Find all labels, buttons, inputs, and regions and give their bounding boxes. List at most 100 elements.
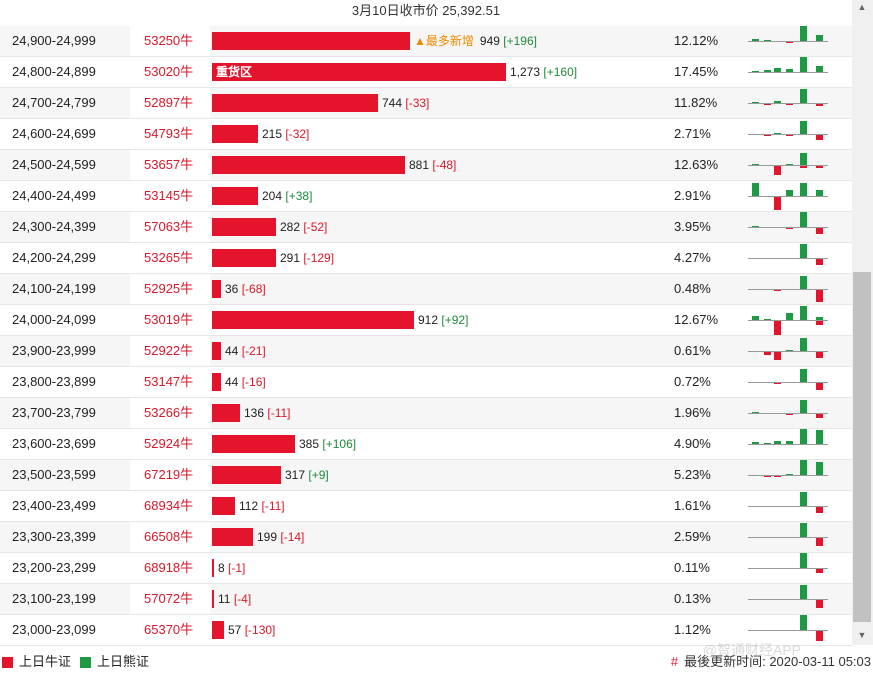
trend-sparkline bbox=[748, 119, 830, 149]
cbbc-code[interactable]: 52925牛 bbox=[130, 274, 210, 304]
amount-text: 912 [+92] bbox=[418, 305, 468, 335]
sparkline-bar bbox=[800, 212, 807, 227]
sparkline-bar bbox=[774, 101, 781, 103]
sparkline-bar bbox=[816, 66, 823, 72]
table-row[interactable]: 24,400-24,499 53145牛 204 [+38] 2.91% bbox=[0, 181, 852, 212]
cbbc-code[interactable]: 66508牛 bbox=[130, 522, 210, 552]
sparkline-bar bbox=[752, 442, 759, 444]
amount-change: [-48] bbox=[432, 158, 457, 172]
price-range: 23,600-23,699 bbox=[12, 436, 96, 451]
table-row[interactable]: 24,300-24,399 57063牛 282 [-52] 3.95% bbox=[0, 212, 852, 243]
table-row[interactable]: 23,200-23,299 68918牛 8 [-1] 0.11% bbox=[0, 553, 852, 584]
cbbc-code[interactable]: 52924牛 bbox=[130, 429, 210, 459]
vertical-scrollbar[interactable]: ▲ ▼ bbox=[852, 0, 873, 645]
table-row[interactable]: 23,500-23,599 67219牛 317 [+9] 5.23% bbox=[0, 460, 852, 491]
cbbc-code[interactable]: 53657牛 bbox=[130, 150, 210, 180]
scroll-down-icon[interactable]: ▼ bbox=[857, 630, 867, 640]
sparkline-bar bbox=[786, 69, 793, 72]
volume-bar bbox=[212, 94, 378, 112]
amount-change: [-129] bbox=[303, 251, 335, 265]
percentage: 4.90% bbox=[674, 436, 711, 451]
table-row[interactable]: 24,200-24,299 53265牛 291 [-129] 4.27% bbox=[0, 243, 852, 274]
cbbc-code[interactable]: 68934牛 bbox=[130, 491, 210, 521]
sparkline-bar bbox=[816, 228, 823, 234]
table-row[interactable]: 23,600-23,699 52924牛 385 [+106] 4.90% bbox=[0, 429, 852, 460]
volume-bar: 重货区 bbox=[212, 63, 506, 81]
sparkline-bar bbox=[816, 104, 823, 106]
volume-bar bbox=[212, 125, 258, 143]
amount-value: 112 bbox=[239, 499, 259, 513]
table-row[interactable]: 24,600-24,699 54793牛 215 [-32] 2.71% bbox=[0, 119, 852, 150]
cbbc-code[interactable]: 54793牛 bbox=[130, 119, 210, 149]
sparkline-bar bbox=[800, 492, 807, 506]
sparkline-bar bbox=[786, 135, 793, 136]
amount-text: 317 [+9] bbox=[285, 460, 329, 490]
cbbc-code[interactable]: 53019牛 bbox=[130, 305, 210, 335]
volume-bar bbox=[212, 404, 240, 422]
cbbc-code[interactable]: 57063牛 bbox=[130, 212, 210, 242]
table-row[interactable]: 24,700-24,799 52897牛 744 [-33] 11.82% bbox=[0, 88, 852, 119]
cbbc-code[interactable]: 57072牛 bbox=[130, 584, 210, 614]
sparkline-bar bbox=[752, 164, 759, 165]
cbbc-code[interactable]: 52897牛 bbox=[130, 88, 210, 118]
cbbc-code[interactable]: 53250牛 bbox=[130, 26, 210, 56]
percentage: 12.12% bbox=[674, 33, 719, 48]
amount-change: [-21] bbox=[241, 344, 266, 358]
cbbc-code[interactable]: 68918牛 bbox=[130, 553, 210, 583]
amount-text: 881 [-48] bbox=[409, 150, 456, 180]
scroll-up-icon[interactable]: ▲ bbox=[857, 2, 867, 12]
table-row[interactable]: 23,100-23,199 57072牛 11 [-4] 0.13% bbox=[0, 584, 852, 615]
table-row[interactable]: 24,100-24,199 52925牛 36 [-68] 0.48% bbox=[0, 274, 852, 305]
sparkline-baseline bbox=[748, 103, 828, 104]
table-row[interactable]: 23,000-23,099 65370牛 57 [-130] 1.12% bbox=[0, 615, 852, 646]
table-row[interactable]: 23,400-23,499 68934牛 112 [-11] 1.61% bbox=[0, 491, 852, 522]
cbbc-code[interactable]: 53266牛 bbox=[130, 398, 210, 428]
table-row[interactable]: 24,800-24,899 53020牛 重货区 1,273 [+160] 17.45% bbox=[0, 57, 852, 88]
volume-bar bbox=[212, 373, 221, 391]
sparkline-bar bbox=[752, 71, 759, 72]
sparkline-bar bbox=[786, 190, 793, 196]
cbbc-code[interactable]: 53020牛 bbox=[130, 57, 210, 87]
sparkline-bar bbox=[800, 244, 807, 258]
amount-change: [-33] bbox=[405, 96, 430, 110]
cbbc-code[interactable]: 52922牛 bbox=[130, 336, 210, 366]
legend-bear-label: 上日熊证 bbox=[97, 654, 150, 669]
table-row[interactable]: 23,900-23,999 52922牛 44 [-21] 0.61% bbox=[0, 336, 852, 367]
table-row[interactable]: 23,800-23,899 53147牛 44 [-16] 0.72% bbox=[0, 367, 852, 398]
sparkline-baseline bbox=[748, 258, 828, 259]
cbbc-code[interactable]: 53145牛 bbox=[130, 181, 210, 211]
amount-value: 136 bbox=[244, 406, 265, 420]
sparkline-baseline bbox=[748, 289, 828, 290]
sparkline-bar bbox=[786, 474, 793, 475]
percentage: 17.45% bbox=[674, 64, 719, 79]
price-range: 24,000-24,099 bbox=[12, 312, 96, 327]
sparkline-bar bbox=[786, 350, 793, 351]
sparkline-bar bbox=[764, 135, 771, 136]
cbbc-code[interactable]: 65370牛 bbox=[130, 615, 210, 645]
cbbc-code[interactable]: 67219牛 bbox=[130, 460, 210, 490]
sparkline-bar bbox=[800, 523, 807, 537]
volume-bar bbox=[212, 497, 235, 515]
cbbc-code[interactable]: 53265牛 bbox=[130, 243, 210, 273]
table-row[interactable]: 24,900-24,999 53250牛 ▲最多新增 949 [+196] 12.12% bbox=[0, 26, 852, 57]
amount-text: 204 [+38] bbox=[262, 181, 312, 211]
amount-value: 317 bbox=[285, 468, 306, 482]
legend-bull-label: 上日牛证 bbox=[19, 654, 72, 669]
sparkline-baseline bbox=[748, 599, 828, 600]
volume-bar bbox=[212, 32, 410, 50]
cbbc-code[interactable]: 53147牛 bbox=[130, 367, 210, 397]
trend-sparkline bbox=[748, 615, 830, 645]
amount-change: [-130] bbox=[244, 623, 276, 637]
sparkline-bar bbox=[786, 104, 793, 105]
table-row[interactable]: 23,700-23,799 53266牛 136 [-11] 1.96% bbox=[0, 398, 852, 429]
sparkline-bar bbox=[800, 585, 807, 599]
amount-change: [+106] bbox=[322, 437, 357, 451]
sparkline-baseline bbox=[748, 506, 828, 507]
trend-sparkline bbox=[748, 429, 830, 459]
table-row[interactable]: 24,500-24,599 53657牛 881 [-48] 12.63% bbox=[0, 150, 852, 181]
sparkline-bar bbox=[816, 383, 823, 390]
table-row[interactable]: 23,300-23,399 66508牛 199 [-14] 2.59% bbox=[0, 522, 852, 553]
amount-text: 44 [-16] bbox=[225, 367, 266, 397]
table-row[interactable]: 24,000-24,099 53019牛 912 [+92] 12.67% bbox=[0, 305, 852, 336]
scroll-thumb[interactable] bbox=[853, 272, 871, 622]
